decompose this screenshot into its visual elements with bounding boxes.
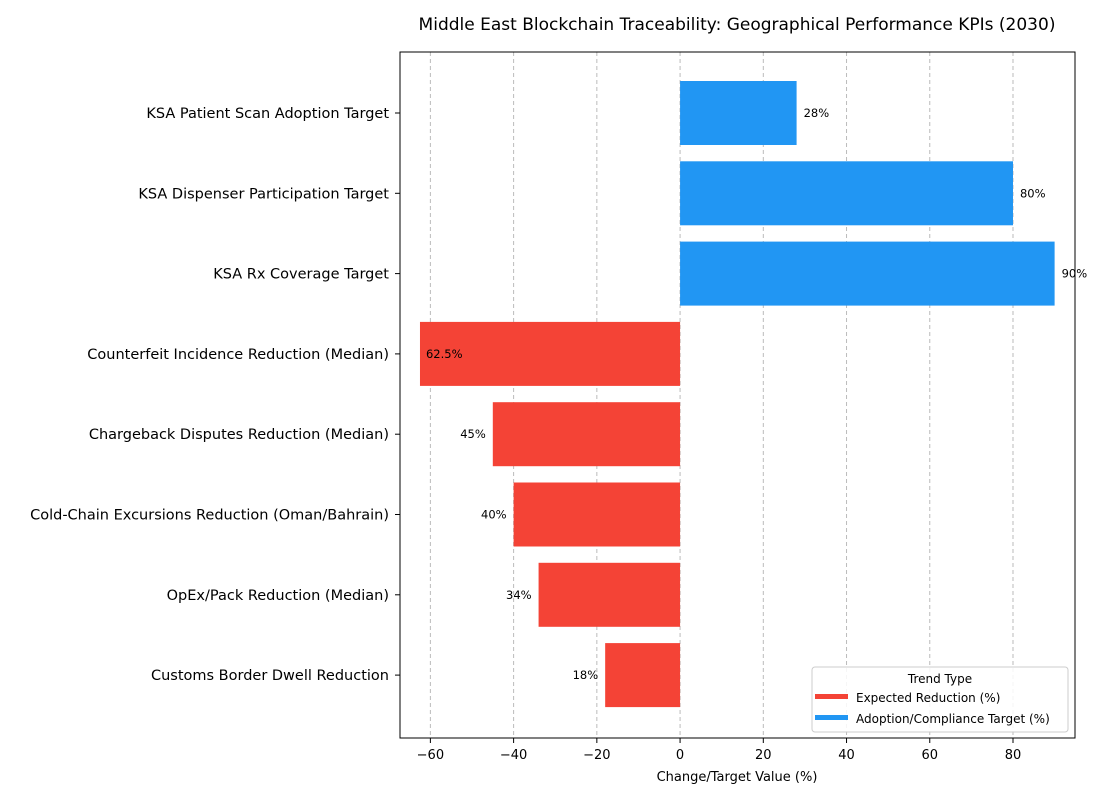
x-tick-label: −20: [583, 748, 610, 763]
x-axis-label: Change/Target Value (%): [657, 770, 818, 785]
data-label: 90%: [1062, 267, 1088, 281]
x-tick-label: 20: [755, 748, 772, 763]
legend-swatch-reduction: [815, 694, 848, 699]
category-label: KSA Dispenser Participation Target: [138, 186, 389, 202]
bar: [680, 161, 1013, 226]
category-label: Chargeback Disputes Reduction (Median): [89, 427, 389, 443]
data-label: 34%: [506, 588, 532, 602]
category-label: KSA Rx Coverage Target: [213, 267, 389, 283]
bar: [513, 482, 681, 547]
category-label: OpEx/Pack Reduction (Median): [167, 588, 389, 604]
x-tick-label: 0: [676, 748, 684, 763]
data-label: 40%: [481, 508, 507, 522]
category-label: Customs Border Dwell Reduction: [151, 668, 389, 684]
data-label: 62.5%: [426, 347, 463, 361]
x-tick-label: 40: [838, 748, 855, 763]
bar: [605, 643, 681, 708]
bar: [680, 81, 797, 145]
data-label: 45%: [460, 427, 486, 441]
x-tick-label: 80: [1005, 748, 1022, 763]
legend: Trend Type Expected Reduction (%) Adopti…: [811, 666, 1069, 733]
legend-label-reduction: Expected Reduction (%): [856, 691, 1000, 705]
bar: [538, 562, 681, 627]
bar: [492, 402, 681, 467]
chart-title: Middle East Blockchain Traceability: Geo…: [419, 15, 1056, 35]
data-label: 28%: [804, 106, 830, 120]
bar: [680, 241, 1055, 306]
data-label: 80%: [1020, 186, 1046, 200]
category-label: Counterfeit Incidence Reduction (Median): [87, 347, 389, 363]
x-tick-label: 60: [921, 748, 938, 763]
legend-swatch-target: [815, 715, 848, 720]
category-label: KSA Patient Scan Adoption Target: [146, 106, 389, 122]
x-tick-label: −60: [417, 748, 444, 763]
bar: [419, 321, 681, 386]
data-label: 18%: [573, 668, 599, 682]
legend-label-target: Adoption/Compliance Target (%): [856, 712, 1050, 726]
category-label: Cold-Chain Excursions Reduction (Oman/Ba…: [30, 508, 389, 524]
legend-title: Trend Type: [907, 672, 972, 686]
plot-frame: [399, 51, 1076, 739]
x-tick-label: −40: [500, 748, 527, 763]
